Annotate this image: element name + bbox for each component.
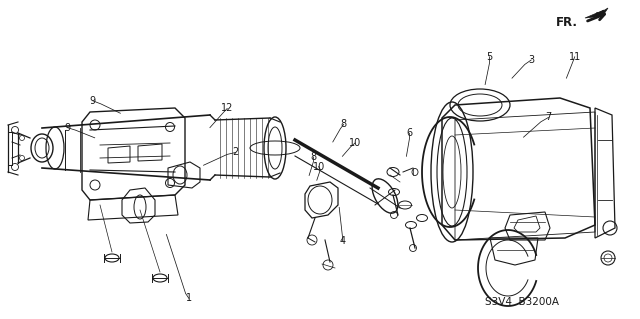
Text: 8: 8	[310, 152, 317, 162]
Text: 9: 9	[64, 122, 70, 133]
Text: 6: 6	[406, 128, 413, 138]
Text: 10: 10	[349, 138, 362, 148]
Text: FR.: FR.	[556, 16, 578, 28]
Text: 2: 2	[232, 147, 239, 158]
Text: 9: 9	[90, 96, 96, 106]
Text: S3V4  B3200A: S3V4 B3200A	[485, 297, 559, 307]
Text: 5: 5	[486, 52, 493, 62]
Text: 8: 8	[340, 119, 347, 130]
Text: 3: 3	[528, 55, 534, 65]
Text: 7: 7	[545, 112, 552, 122]
Text: 4: 4	[339, 236, 346, 246]
Polygon shape	[585, 8, 608, 20]
Text: 11: 11	[568, 52, 581, 62]
Text: 12: 12	[221, 103, 234, 114]
Text: 1: 1	[186, 293, 192, 303]
Text: 10: 10	[312, 161, 325, 172]
